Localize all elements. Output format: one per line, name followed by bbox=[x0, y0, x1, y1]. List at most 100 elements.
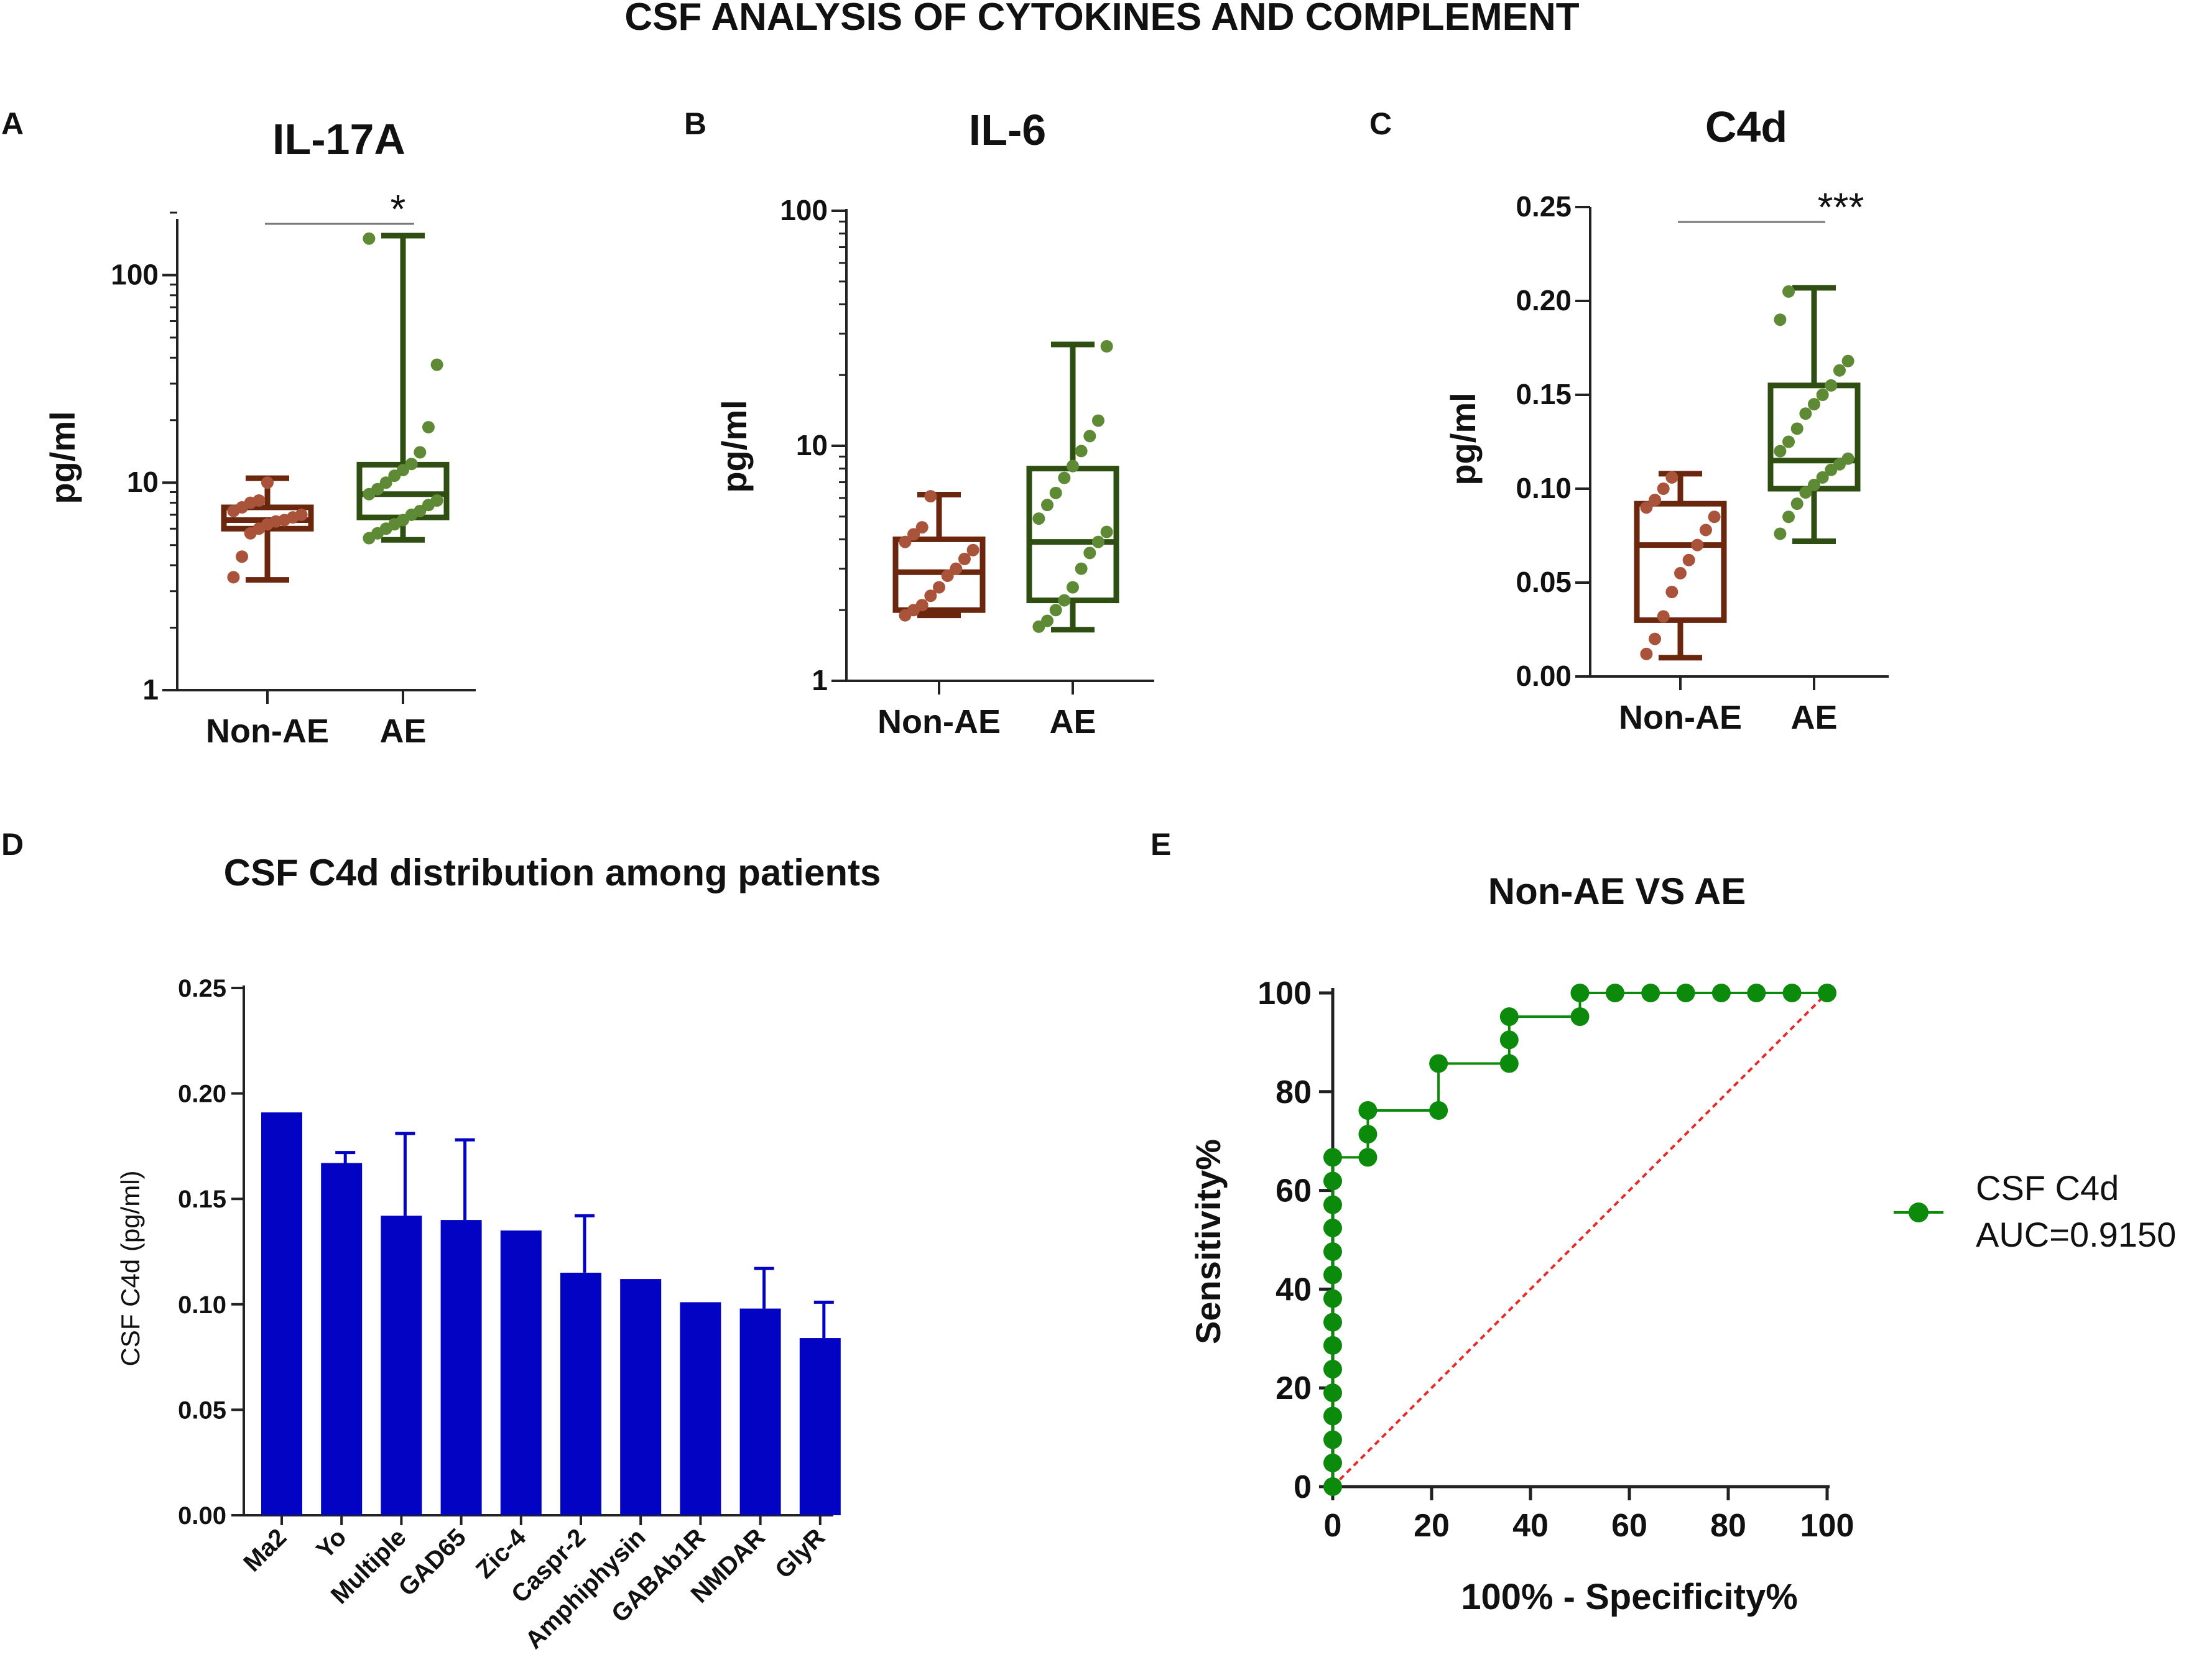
roc-point bbox=[1818, 984, 1836, 1002]
data-point bbox=[405, 458, 418, 471]
bar-gabab1r bbox=[680, 1302, 721, 1515]
x-tick-label: 100 bbox=[1800, 1508, 1854, 1544]
data-point bbox=[1699, 524, 1712, 537]
data-point bbox=[1665, 586, 1678, 599]
data-point bbox=[236, 550, 249, 563]
x-tick-label: AE bbox=[379, 713, 426, 750]
roc-point bbox=[1323, 1336, 1342, 1355]
data-point bbox=[1083, 547, 1096, 560]
y-tick-label: 0.00 bbox=[1516, 660, 1572, 692]
panel-b-title: IL-6 bbox=[969, 106, 1046, 154]
y-tick-label: 10 bbox=[127, 466, 159, 498]
y-tick-label: 0.25 bbox=[178, 975, 226, 1002]
bar-ma2 bbox=[261, 1112, 302, 1515]
y-tick-label: 0.00 bbox=[178, 1502, 226, 1530]
data-point bbox=[379, 476, 392, 489]
data-point bbox=[430, 358, 443, 371]
roc-point bbox=[1323, 1360, 1342, 1379]
x-tick-label: GAD65 bbox=[394, 1523, 471, 1601]
data-point bbox=[1825, 379, 1838, 392]
data-point bbox=[422, 421, 435, 434]
y-tick-label: 100 bbox=[780, 194, 828, 226]
bar-zic-4 bbox=[500, 1230, 542, 1515]
data-point bbox=[1674, 566, 1687, 579]
panel-b-letter: B bbox=[684, 106, 706, 141]
data-point bbox=[1782, 435, 1795, 448]
roc-point bbox=[1323, 1313, 1342, 1332]
roc-point bbox=[1429, 1054, 1448, 1073]
roc-point bbox=[1676, 984, 1695, 1002]
data-point bbox=[1657, 482, 1670, 495]
data-point bbox=[1816, 471, 1829, 484]
y-tick-label: 0.15 bbox=[1516, 378, 1572, 410]
data-point bbox=[1799, 407, 1812, 420]
roc-legend-auc: AUC=0.9150 bbox=[1976, 1215, 2176, 1254]
box-iqr bbox=[1634, 501, 1727, 623]
panel-a-ylabel: pg/ml bbox=[43, 411, 82, 504]
data-point bbox=[915, 599, 928, 612]
x-tick-label: Non-AE bbox=[1619, 699, 1742, 736]
roc-point bbox=[1323, 1148, 1342, 1167]
data-point bbox=[1808, 478, 1820, 491]
data-point bbox=[907, 528, 920, 541]
bar-caspr-2 bbox=[560, 1272, 601, 1515]
x-tick-label: 60 bbox=[1611, 1508, 1647, 1544]
panel-c-title: C4d bbox=[1705, 103, 1787, 151]
box-non-ae bbox=[1634, 471, 1727, 661]
roc-point bbox=[1358, 1125, 1378, 1144]
roc-point bbox=[1323, 1195, 1342, 1214]
x-tick-label: 80 bbox=[1710, 1508, 1746, 1544]
data-point bbox=[941, 569, 954, 582]
data-point bbox=[1816, 389, 1829, 401]
data-point bbox=[1782, 510, 1795, 524]
data-point bbox=[1665, 471, 1678, 484]
data-point bbox=[1049, 486, 1062, 499]
data-point bbox=[1649, 632, 1662, 645]
roc-legend-label: CSF C4d bbox=[1976, 1168, 2119, 1207]
data-point bbox=[1782, 285, 1795, 298]
x-tick-label: 40 bbox=[1512, 1508, 1549, 1544]
data-point bbox=[1808, 398, 1820, 411]
data-point bbox=[252, 494, 266, 507]
bar-yo bbox=[321, 1163, 363, 1515]
y-tick-label: 100 bbox=[1257, 976, 1312, 1012]
data-point bbox=[1841, 452, 1854, 465]
box-non-ae bbox=[892, 490, 986, 622]
roc-point bbox=[1323, 1430, 1342, 1449]
panel-d-letter: D bbox=[1, 827, 24, 862]
x-tick-label: Non-AE bbox=[206, 713, 329, 750]
reference-diagonal bbox=[1331, 992, 1828, 1488]
y-tick-label: 40 bbox=[1276, 1272, 1312, 1308]
data-point bbox=[915, 521, 928, 534]
y-tick-label: 0.25 bbox=[1516, 190, 1572, 223]
data-point bbox=[1100, 525, 1113, 538]
data-point bbox=[1790, 497, 1803, 510]
panel-a-title: IL-17A bbox=[272, 115, 405, 164]
x-tick-label: Yo bbox=[311, 1523, 351, 1564]
data-point bbox=[1774, 445, 1787, 458]
x-tick-label: Ma2 bbox=[238, 1523, 292, 1577]
x-tick-label: Non-AE bbox=[877, 703, 1001, 741]
data-point bbox=[1058, 471, 1071, 484]
roc-point bbox=[1323, 1265, 1342, 1285]
panel-a: A IL-17A pg/ml 1 10 100 Non-AE AE * bbox=[1, 106, 476, 750]
y-tick-label: 0.10 bbox=[178, 1291, 226, 1319]
data-point bbox=[371, 482, 384, 496]
significance-stars: * bbox=[391, 187, 406, 231]
data-point bbox=[1049, 604, 1062, 617]
data-point bbox=[1075, 562, 1088, 575]
roc-point bbox=[1323, 1242, 1342, 1262]
data-point bbox=[933, 581, 945, 594]
panel-e: E Non-AE VS AE Sensitivity% 100% - Speci… bbox=[1151, 827, 2176, 1617]
data-point bbox=[1657, 610, 1670, 623]
x-tick-label: AE bbox=[1790, 699, 1837, 736]
y-tick-label: 0.05 bbox=[178, 1396, 226, 1424]
data-point bbox=[261, 476, 274, 489]
data-point bbox=[1058, 594, 1071, 607]
bar-nmdar bbox=[739, 1308, 781, 1515]
roc-point bbox=[1570, 984, 1590, 1002]
data-point bbox=[1799, 486, 1812, 499]
roc-point bbox=[1323, 1406, 1342, 1426]
roc-point bbox=[1499, 1030, 1519, 1050]
